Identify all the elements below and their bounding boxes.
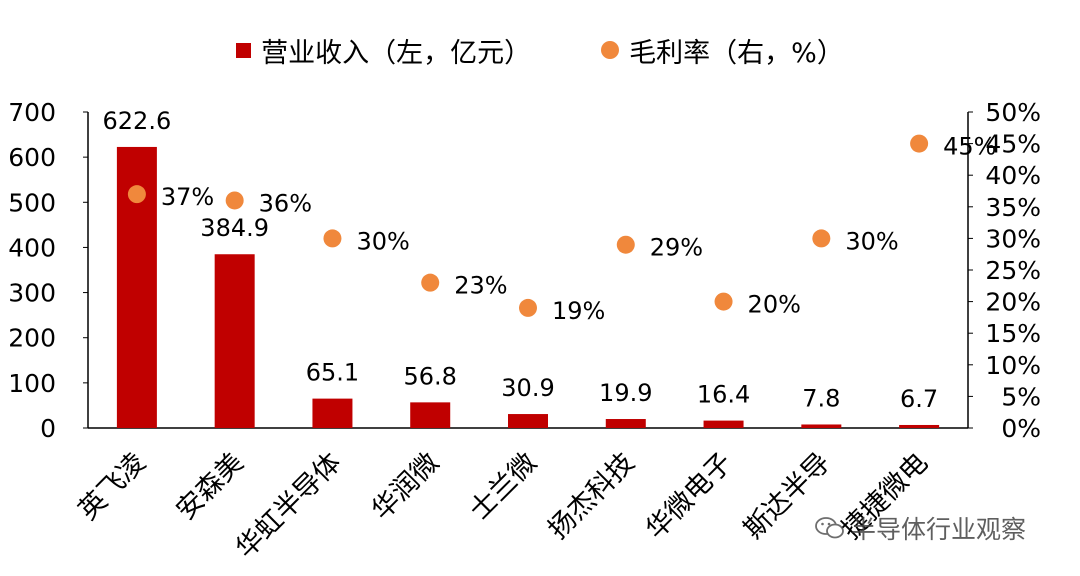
bar-value-label: 7.8 xyxy=(802,384,840,412)
y-left-tick-label: 0 xyxy=(40,414,56,443)
bar-value-label: 6.7 xyxy=(900,385,938,413)
y-left-tick-label: 500 xyxy=(8,188,56,217)
bar-value-label: 19.9 xyxy=(599,379,652,407)
bar xyxy=(703,420,744,428)
margin-value-label: 36% xyxy=(259,189,312,217)
y-right-tick-label: 35% xyxy=(985,193,1041,222)
y-left-tick-label: 300 xyxy=(8,279,56,308)
margin-value-label: 29% xyxy=(650,234,703,262)
y-left-tick-label: 400 xyxy=(8,233,56,262)
legend-swatch-revenue xyxy=(236,42,252,58)
bar-value-label: 30.9 xyxy=(501,374,554,402)
x-tick-label: 华润微 xyxy=(366,447,445,526)
margin-dot xyxy=(519,298,537,317)
bar xyxy=(410,402,451,428)
x-tick-label: 安森美 xyxy=(170,447,249,526)
margin-dot xyxy=(714,292,733,311)
bar xyxy=(312,398,353,428)
y-right-tick-label: 25% xyxy=(985,256,1041,285)
y-right-tick-label: 50% xyxy=(985,98,1041,127)
y-right-tick-label: 45% xyxy=(985,130,1041,159)
y-left-tick-label: 100 xyxy=(8,369,56,398)
margin-dot xyxy=(127,185,146,204)
x-tick-label: 华微电子 xyxy=(640,447,738,545)
y-left-tick-label: 200 xyxy=(8,324,56,353)
y-right-tick-label: 20% xyxy=(985,288,1041,317)
margin-dot xyxy=(910,134,929,153)
y-right-tick-label: 15% xyxy=(985,319,1041,348)
y-right-tick-label: 5% xyxy=(1001,382,1041,411)
legend-item-revenue: 营业收入（左，亿元） xyxy=(236,31,531,70)
margin-dot xyxy=(421,273,440,292)
chart-legend: 营业收入（左，亿元） 毛利率（右，%） xyxy=(0,30,1080,70)
margin-dot xyxy=(812,229,831,248)
legend-label-margin: 毛利率（右，%） xyxy=(629,37,844,69)
y-right-tick-label: 30% xyxy=(985,224,1041,253)
margin-dot xyxy=(225,191,244,210)
margin-value-label: 19% xyxy=(552,297,605,325)
margin-value-label: 20% xyxy=(748,291,801,319)
bar xyxy=(214,254,255,428)
y-left-tick-label: 600 xyxy=(8,143,56,172)
margin-value-label: 45% xyxy=(943,133,996,161)
bar-value-label: 622.6 xyxy=(103,107,172,135)
y-right-tick-label: 0% xyxy=(1001,414,1041,443)
watermark: 半导体行业观察 xyxy=(815,510,1026,546)
margin-value-label: 23% xyxy=(454,272,507,300)
x-tick-label: 扬杰科技 xyxy=(542,447,640,545)
bar xyxy=(899,424,940,428)
y-right-tick-label: 10% xyxy=(985,351,1041,380)
legend-swatch-margin xyxy=(601,41,620,59)
wechat-icon xyxy=(815,517,844,539)
bar xyxy=(801,424,842,428)
legend-label-revenue: 营业收入（左，亿元） xyxy=(261,37,532,69)
legend-item-margin: 毛利率（右，%） xyxy=(601,31,844,70)
margin-dot xyxy=(616,235,635,254)
bar-value-label: 65.1 xyxy=(306,359,359,387)
margin-value-label: 30% xyxy=(845,227,898,255)
margin-value-label: 30% xyxy=(356,227,409,255)
margin-value-label: 37% xyxy=(161,183,214,211)
watermark-text: 半导体行业观察 xyxy=(851,515,1027,544)
bar xyxy=(508,414,548,428)
bar xyxy=(605,419,646,428)
bar-value-label: 56.8 xyxy=(404,362,457,390)
bar-value-label: 16.4 xyxy=(697,381,750,409)
y-left-tick-label: 700 xyxy=(8,98,56,127)
margin-dot xyxy=(323,229,342,248)
x-tick-label: 士兰微 xyxy=(464,447,543,526)
bar-value-label: 384.9 xyxy=(200,214,269,242)
y-right-tick-label: 40% xyxy=(985,161,1041,190)
x-tick-label: 英飞凌 xyxy=(73,447,152,526)
x-tick-label: 华虹半导体 xyxy=(230,447,347,564)
